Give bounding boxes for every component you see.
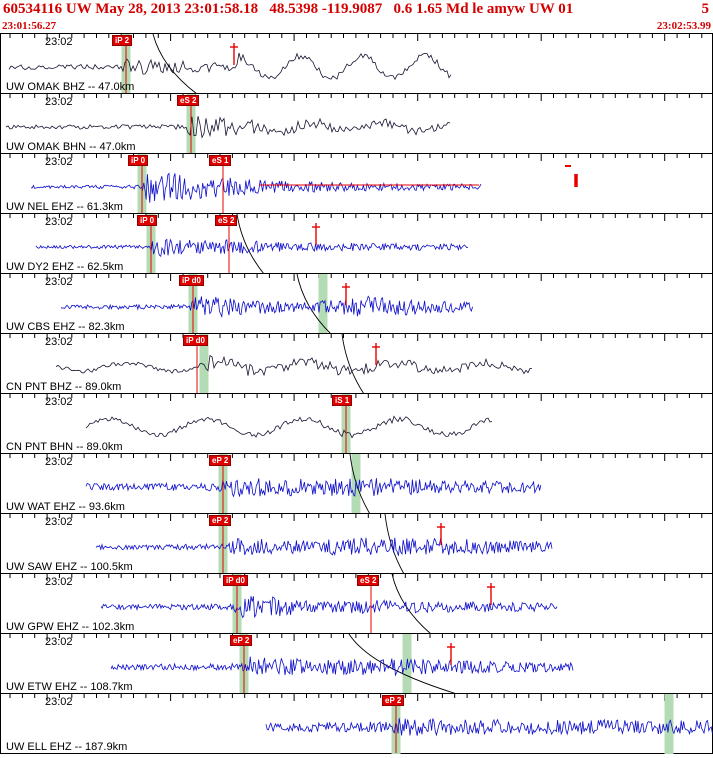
time-tick-label: 23:02 [45,696,73,708]
trace-panel-gpw-ehz[interactable]: 23:02 UW GPW EHZ -- 102.3km iP d0 eS 2 [1,573,713,634]
waveform[interactable] [1,34,713,94]
waveform[interactable] [1,694,713,754]
trace-panel-omak-bhz[interactable]: 23:02 UW OMAK BHZ -- 47.0km iP 2 [1,33,713,94]
time-tick-label: 23:02 [45,456,73,468]
phase-pick-flag[interactable]: iP d0 [179,275,204,286]
window-start-time: 23:01:56.27 [2,20,57,32]
window-end-time: 23:02:53.99 [656,20,711,32]
time-tick-label: 23:02 [45,516,73,528]
phase-pick-flag[interactable]: eS 1 [209,155,232,166]
waveform[interactable] [1,94,713,154]
time-tick-label: 23:02 [45,36,73,48]
station-label: CN PNT BHZ -- 89.0km [6,381,122,393]
event-header: 60534116 UW May 28, 2013 23:01:58.18 48.… [0,0,713,20]
station-label: UW OMAK BHZ -- 47.0km [6,81,135,93]
time-tick-label: 23:02 [45,636,73,648]
trace-panel-dy2-ehz[interactable]: 23:02 UW DY2 EHZ -- 62.5km iP 0 eS 2 [1,213,713,274]
trace-panel-pnt-bhn[interactable]: 23:02 CN PNT BHN -- 89.0km iS 1 [1,393,713,454]
event-summary: 60534116 UW May 28, 2013 23:01:58.18 48.… [3,1,574,17]
station-label: UW ETW EHZ -- 108.7km [6,681,133,693]
phase-pick-flag[interactable]: iS 1 [332,395,353,406]
waveform[interactable] [1,154,713,214]
waveform[interactable] [1,454,713,514]
phase-pick-flag[interactable]: eS 2 [357,575,380,586]
trace-panel-etw-ehz[interactable]: 23:02 UW ETW EHZ -- 108.7km eP 2 [1,633,713,694]
waveform[interactable] [1,214,713,274]
phase-pick-flag[interactable]: eP 2 [230,635,253,646]
station-label: UW OMAK BHN -- 47.0km [6,141,136,153]
time-tick-label: 23:02 [45,396,73,408]
phase-pick-flag[interactable]: iP d0 [183,335,208,346]
phase-pick-flag[interactable]: eP 2 [382,695,405,706]
trace-panel-pnt-bhz[interactable]: 23:02 CN PNT BHZ -- 89.0km iP d0 [1,333,713,394]
trace-panel-ell-ehz[interactable]: 23:02 UW ELL EHZ -- 187.9km eP 2 [1,693,713,754]
time-tick-label: 23:02 [45,216,73,228]
station-label: UW WAT EHZ -- 93.6km [6,501,125,513]
time-tick-label: 23:02 [45,96,73,108]
trace-panel-omak-bhn[interactable]: 23:02 UW OMAK BHN -- 47.0km eS 2 [1,93,713,154]
waveform[interactable] [1,334,713,394]
phase-pick-flag[interactable]: eS 2 [177,95,200,106]
phase-pick-flag[interactable]: eS 2 [215,215,238,226]
time-tick-label: 23:02 [45,276,73,288]
station-label: CN PNT BHN -- 89.0km [6,441,123,453]
station-label: UW NEL EHZ -- 61.3km [6,201,123,213]
trace-panel-wat-ehz[interactable]: 23:02 UW WAT EHZ -- 93.6km eP 2 [1,453,713,514]
time-tick-label: 23:02 [45,576,73,588]
trace-panel-nel-ehz[interactable]: 23:02 UW NEL EHZ -- 61.3km iP 0 eS 1 [1,153,713,214]
event-flag: 5 [701,1,710,17]
time-tick-label: 23:02 [45,336,73,348]
phase-pick-flag[interactable]: eP 2 [209,455,232,466]
waveform[interactable] [1,574,713,634]
station-label: UW GPW EHZ -- 102.3km [6,621,135,633]
waveform[interactable] [1,394,713,454]
station-label: UW SAW EHZ -- 100.5km [6,561,133,573]
phase-pick-flag[interactable]: iP 0 [137,215,158,226]
waveform[interactable] [1,274,713,334]
phase-pick-flag[interactable]: iP d0 [223,575,248,586]
time-tick-label: 23:02 [45,156,73,168]
station-label: UW CBS EHZ -- 82.3km [6,321,125,333]
trace-panels: 23:02 UW OMAK BHZ -- 47.0km iP 2 23:02 UW OM… [0,33,713,754]
time-window: 23:01:56.27 23:02:53.99 [0,20,713,33]
station-label: UW ELL EHZ -- 187.9km [6,741,128,753]
station-label: UW DY2 EHZ -- 62.5km [6,261,124,273]
phase-pick-flag[interactable]: iP 2 [112,35,133,46]
trace-panel-cbs-ehz[interactable]: 23:02 UW CBS EHZ -- 82.3km iP d0 [1,273,713,334]
phase-pick-flag[interactable]: eP 2 [209,515,232,526]
trace-panel-saw-ehz[interactable]: 23:02 UW SAW EHZ -- 100.5km eP 2 [1,513,713,574]
waveform[interactable] [1,634,713,694]
waveform[interactable] [1,514,713,574]
phase-pick-flag[interactable]: iP 0 [128,155,149,166]
